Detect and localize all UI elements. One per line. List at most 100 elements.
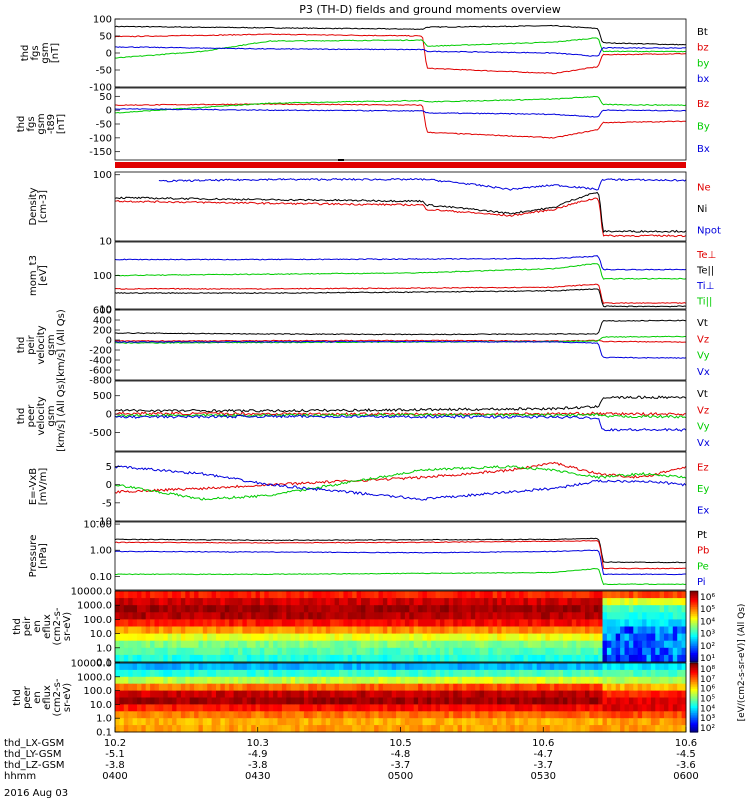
heatmap-cell bbox=[339, 598, 344, 606]
heatmap-cell bbox=[251, 647, 257, 656]
heatmap-cell bbox=[238, 591, 243, 599]
heatmap-cell bbox=[642, 697, 647, 705]
heatmap-cell bbox=[123, 654, 129, 663]
heatmap-cell bbox=[158, 619, 164, 627]
heatmap-cell bbox=[418, 626, 423, 635]
series-line-temperature-Ti|| bbox=[114, 263, 687, 280]
heatmap-cell bbox=[202, 669, 208, 678]
heatmap-cell bbox=[655, 654, 661, 663]
heatmap-cell bbox=[650, 591, 656, 599]
heatmap-cell bbox=[668, 669, 674, 678]
colorbar-segment bbox=[690, 621, 698, 624]
heatmap-cell bbox=[409, 633, 415, 642]
heatmap-cell bbox=[255, 612, 261, 620]
heatmap-cell bbox=[299, 718, 305, 726]
heatmap-cell bbox=[475, 669, 481, 678]
heatmap-cell bbox=[655, 697, 661, 705]
heatmap-cell bbox=[510, 626, 516, 635]
heatmap-cell bbox=[154, 669, 160, 678]
heatmap-cell bbox=[141, 690, 147, 698]
heatmap-cell bbox=[137, 591, 142, 599]
heatmap-cell bbox=[273, 704, 278, 712]
heatmap-cell bbox=[224, 612, 230, 620]
legend-fgs_minus-0: Bz bbox=[697, 99, 709, 110]
heatmap-cell bbox=[501, 633, 507, 642]
heatmap-cell bbox=[426, 626, 432, 635]
heatmap-cell bbox=[387, 612, 393, 620]
heatmap-cell bbox=[303, 725, 309, 733]
heatmap-cell bbox=[466, 619, 472, 627]
heatmap-cell bbox=[510, 640, 516, 649]
colorbar-segment bbox=[690, 598, 698, 601]
heatmap-cell bbox=[295, 591, 300, 599]
heatmap-cell bbox=[453, 711, 459, 719]
heatmap-cell bbox=[396, 669, 401, 678]
heatmap-cell bbox=[273, 676, 278, 685]
heatmap-cell bbox=[633, 626, 639, 635]
heatmap-cell bbox=[523, 647, 529, 656]
heatmap-cell bbox=[123, 612, 129, 620]
heatmap-cell bbox=[404, 683, 410, 692]
heatmap-cell bbox=[132, 598, 138, 606]
heatmap-cell bbox=[404, 612, 410, 620]
heatmap-cell bbox=[137, 711, 142, 719]
heatmap-cell bbox=[497, 690, 502, 698]
y-tick-label: 0.1 bbox=[96, 728, 112, 739]
colorbar-frame bbox=[689, 590, 699, 663]
heatmap-cell bbox=[387, 598, 393, 606]
heatmap-cell bbox=[242, 640, 248, 649]
heatmap-cell bbox=[404, 640, 410, 649]
heatmap-cell bbox=[536, 619, 542, 627]
heatmap-cell bbox=[409, 654, 415, 663]
heatmap-cell bbox=[677, 718, 683, 726]
heatmap-cell bbox=[369, 690, 375, 698]
heatmap-cell bbox=[628, 669, 634, 678]
heatmap-cell bbox=[681, 619, 687, 627]
heatmap-cell bbox=[628, 725, 634, 733]
time-axis-value: 0430 bbox=[245, 771, 270, 782]
heatmap-cell bbox=[216, 654, 221, 663]
heatmap-cell bbox=[128, 718, 134, 726]
colorbar-segment bbox=[690, 726, 698, 730]
panel-frame bbox=[114, 521, 687, 591]
heatmap-cell bbox=[277, 690, 283, 698]
heatmap-cell bbox=[198, 711, 204, 719]
heatmap-cell bbox=[356, 640, 362, 649]
heatmap-cell bbox=[563, 663, 568, 671]
heatmap-cell bbox=[321, 711, 327, 719]
heatmap-cell bbox=[492, 654, 498, 663]
heatmap-cell bbox=[356, 697, 362, 705]
colorbar-segment bbox=[690, 596, 698, 599]
heatmap-cell bbox=[470, 626, 476, 635]
heatmap-cell bbox=[462, 640, 467, 649]
heatmap-cell bbox=[211, 718, 217, 726]
series-line-pressure-Pb bbox=[114, 540, 687, 570]
heatmap-cell bbox=[453, 591, 459, 599]
heatmap-cell bbox=[567, 663, 573, 671]
heatmap-cell bbox=[497, 683, 502, 692]
heatmap-cell bbox=[185, 725, 191, 733]
y-axis-label-line: peer bbox=[26, 404, 37, 428]
heatmap-cell bbox=[505, 626, 511, 635]
series-line-pressure-Pi bbox=[114, 549, 686, 576]
heatmap-cell bbox=[325, 676, 331, 685]
heatmap-cell bbox=[475, 626, 481, 635]
heatmap-cell bbox=[277, 591, 283, 599]
heatmap-cell bbox=[444, 676, 450, 685]
heatmap-cell bbox=[549, 663, 555, 671]
heatmap-cell bbox=[180, 591, 186, 599]
heatmap-cell bbox=[277, 626, 283, 635]
heatmap-cell bbox=[286, 683, 292, 692]
y-axis-label-line: Pressure bbox=[28, 535, 39, 578]
heatmap-cell bbox=[352, 704, 358, 712]
heatmap-cell bbox=[418, 605, 423, 613]
heatmap-cell bbox=[352, 654, 358, 663]
heatmap-cell bbox=[325, 647, 331, 656]
heatmap-cell bbox=[180, 612, 186, 620]
heatmap-cell bbox=[470, 612, 476, 620]
y-tick-label: -400 bbox=[89, 356, 112, 367]
series-line-density-Ni bbox=[114, 191, 687, 234]
heatmap-cell bbox=[549, 654, 555, 663]
heatmap-cell bbox=[158, 704, 164, 712]
